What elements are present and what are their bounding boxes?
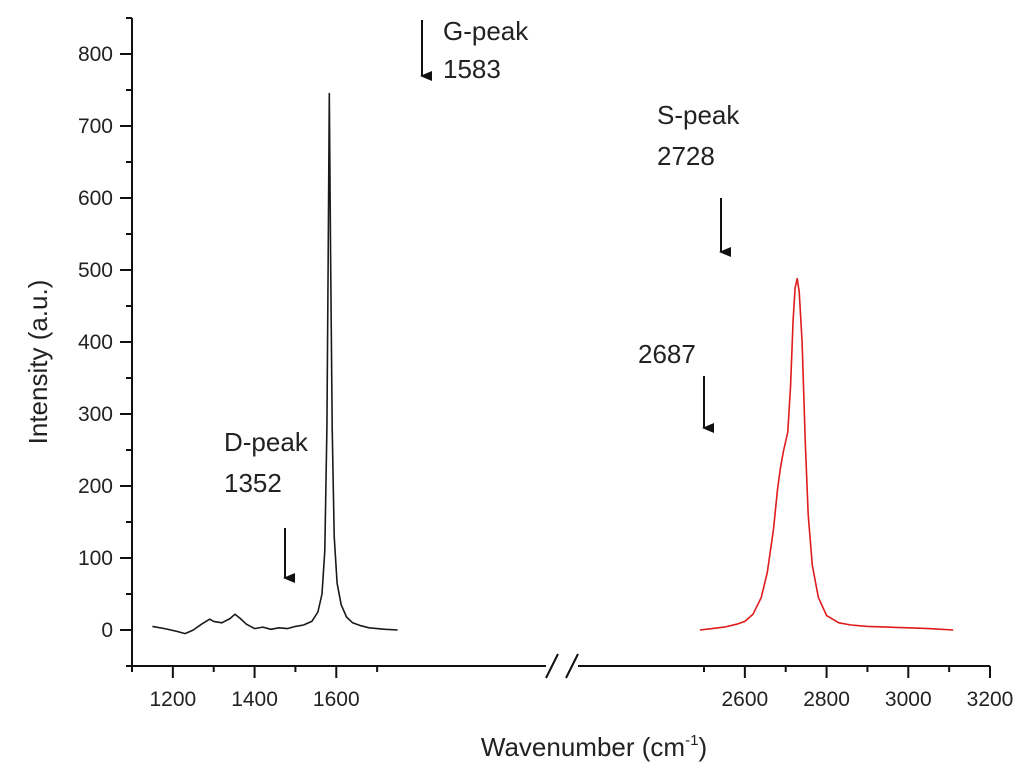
y-tick-label: 300 [78,403,113,426]
s-peak-value: 2728 [657,141,715,171]
y-tick-label: 600 [78,187,113,210]
x-axis-title-close: ) [698,732,707,762]
x-axis-title-superscript: -1 [685,732,698,749]
x-tick-label: 1400 [231,688,278,711]
annotation-d-peak: D-peak 1352 [224,427,309,583]
y-ticks: 0 100 200 300 400 500 600 700 800 [78,17,132,667]
y-tick-label: 400 [78,331,113,354]
y-tick-label: 500 [78,259,113,282]
annotation-2687: 2687 [638,339,714,433]
y-axis-title: Intensity (a.u.) [23,280,53,445]
spectrum-series-1 [152,92,398,635]
x-tick-label: 3000 [885,688,932,711]
d-peak-value: 1352 [224,468,282,498]
annotation-s-peak: S-peak 2728 [657,100,740,257]
x-tick-label: 1600 [313,688,360,711]
s-peak-label: S-peak [657,100,740,130]
series-layer [152,92,954,635]
axes [131,18,990,679]
g-peak-value: 1583 [443,54,501,84]
y-tick-label: 200 [78,475,113,498]
x-tick-label: 1200 [149,688,196,711]
x-tick-label: 2600 [721,688,768,711]
x-tick-label: 3200 [967,688,1014,711]
x-ticks: 1200 1400 1600 2600 2800 3000 3200 [131,666,1014,711]
d-peak-label: D-peak [224,427,309,457]
y-tick-label: 0 [101,619,113,642]
axis-break-mark [545,653,579,679]
x-axis-title-main: Wavenumber (cm [481,732,685,762]
y-tick-label: 700 [78,115,113,138]
spectrum-series-2 [699,277,954,631]
shoulder-peak-value: 2687 [638,339,696,369]
x-tick-label: 2800 [803,688,850,711]
annotation-g-peak: G-peak 1583 [420,16,529,84]
g-peak-label: G-peak [443,16,529,46]
y-tick-label: 800 [78,43,113,66]
x-axis-title: Wavenumber (cm-1) [481,732,707,762]
y-tick-label: 100 [78,547,113,570]
